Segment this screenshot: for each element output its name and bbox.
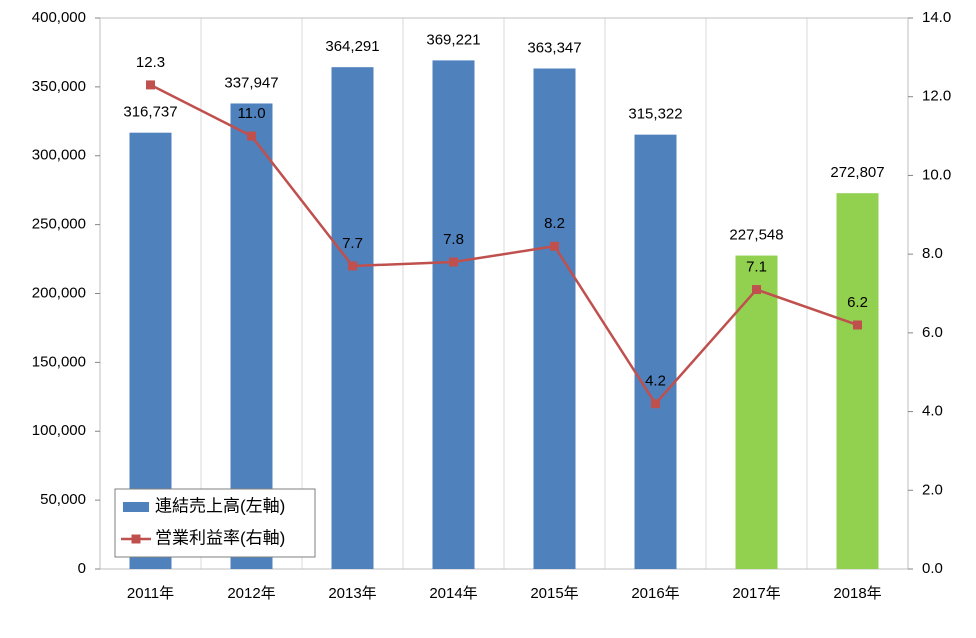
y2-tick-label: 4.0 xyxy=(922,403,943,420)
line-value-label: 7.1 xyxy=(746,259,767,276)
line xyxy=(149,83,858,406)
y2-tick-label: 6.0 xyxy=(922,324,943,341)
y-tick-label: 350,000 xyxy=(32,78,86,95)
y-tick-label: 0 xyxy=(78,560,86,577)
legend-swatch xyxy=(123,502,149,512)
bar xyxy=(634,134,677,569)
x-tick-label: 2012年 xyxy=(227,585,275,602)
line-value-label: 8.2 xyxy=(544,215,565,232)
legend-marker xyxy=(131,534,141,544)
bar xyxy=(533,68,576,570)
bar-value-label: 272,807 xyxy=(830,164,884,181)
y-tick-label: 50,000 xyxy=(40,491,86,508)
line-marker xyxy=(853,320,862,330)
legend-label: 営業利益率(右軸) xyxy=(155,528,285,547)
line-value-label: 7.7 xyxy=(342,235,363,252)
line-value-label: 4.2 xyxy=(645,373,666,390)
x-tick-label: 2014年 xyxy=(429,585,477,602)
line-marker xyxy=(146,80,155,90)
bar-value-label: 369,221 xyxy=(426,31,480,48)
x-tick-label: 2016年 xyxy=(631,585,679,602)
y2-tick-label: 0.0 xyxy=(922,560,943,577)
bar-value-label: 315,322 xyxy=(628,106,682,123)
line-marker xyxy=(348,261,357,271)
y2-tick-label: 10.0 xyxy=(922,166,951,183)
y2-tick-label: 8.0 xyxy=(922,245,943,262)
y2-tick-label: 12.0 xyxy=(922,88,951,105)
x-tick-label: 2017年 xyxy=(732,585,780,602)
bar xyxy=(331,67,374,569)
line-value-label: 7.8 xyxy=(443,231,464,248)
bar-value-label: 316,737 xyxy=(123,104,177,121)
legend-box xyxy=(114,488,316,558)
line-marker xyxy=(449,257,458,267)
bar-value-label: 363,347 xyxy=(527,39,581,56)
line-value-label: 6.2 xyxy=(847,294,868,311)
bar-value-label: 364,291 xyxy=(325,38,379,55)
bar xyxy=(432,60,475,569)
y-tick-label: 400,000 xyxy=(32,9,86,26)
y2-tick-label: 2.0 xyxy=(922,481,943,498)
x-tick-label: 2018年 xyxy=(833,585,881,602)
x-tick-label: 2013年 xyxy=(328,585,376,602)
y-tick-label: 150,000 xyxy=(32,353,86,370)
line-value-label: 12.3 xyxy=(136,54,165,71)
bar xyxy=(735,255,778,570)
bar xyxy=(836,193,879,569)
line-value-label: 11.0 xyxy=(237,105,265,122)
y-tick-label: 200,000 xyxy=(32,284,86,301)
bar-value-label: 227,548 xyxy=(729,227,783,244)
y-tick-label: 300,000 xyxy=(32,147,86,164)
y2-tick-label: 14.0 xyxy=(922,9,951,26)
line-marker xyxy=(651,399,660,409)
y-tick-label: 100,000 xyxy=(32,422,86,439)
bar-value-label: 337,947 xyxy=(224,74,278,91)
line-marker xyxy=(752,285,761,295)
x-tick-label: 2015年 xyxy=(530,585,578,602)
y-tick-label: 250,000 xyxy=(32,216,86,233)
line-marker xyxy=(247,131,256,141)
x-tick-label: 2011年 xyxy=(127,585,174,602)
legend-label: 連結売上高(左軸) xyxy=(155,496,285,515)
line-marker xyxy=(550,241,559,251)
